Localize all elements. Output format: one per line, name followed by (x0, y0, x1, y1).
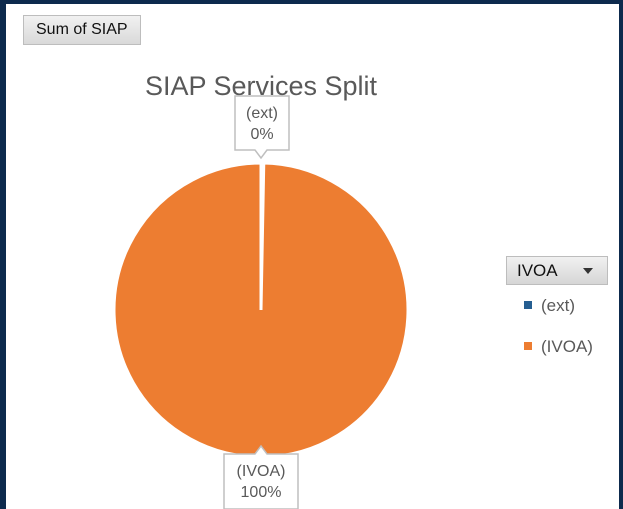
legend-item-ivoa: (IVOA) (524, 337, 593, 357)
chevron-down-icon (583, 268, 593, 274)
data-label-callouts: (ext) 0% (IVOA) 100% (223, 95, 299, 509)
data-label-percent: 0% (250, 126, 273, 143)
data-label-ivoa: (IVOA) 100% (223, 444, 299, 509)
data-label-category: (ext) (246, 105, 278, 122)
chart-area: Sum of SIAP SIAP Services Split (ext) 0%(… (6, 4, 619, 509)
legend-swatch-ext (524, 301, 532, 309)
data-label-category: (IVOA) (237, 463, 286, 480)
pie-slices (112, 161, 410, 459)
legend-item-ext: (ext) (524, 296, 575, 316)
legend-label-ivoa: (IVOA) (541, 337, 593, 356)
sum-of-siap-field-button[interactable]: Sum of SIAP (23, 15, 141, 45)
data-label-ext: (ext) 0% (234, 95, 290, 160)
legend-field-name: IVOA (517, 261, 558, 280)
legend-swatch-ivoa (524, 342, 532, 350)
ivoa-legend-filter-dropdown[interactable]: IVOA (506, 256, 608, 285)
pie-slice-ivoa[interactable] (112, 161, 410, 459)
pie-chart: (ext) 0% (IVOA) 100% (112, 95, 410, 509)
data-label-percent: 100% (241, 484, 282, 501)
legend-label-ext: (ext) (541, 296, 575, 315)
